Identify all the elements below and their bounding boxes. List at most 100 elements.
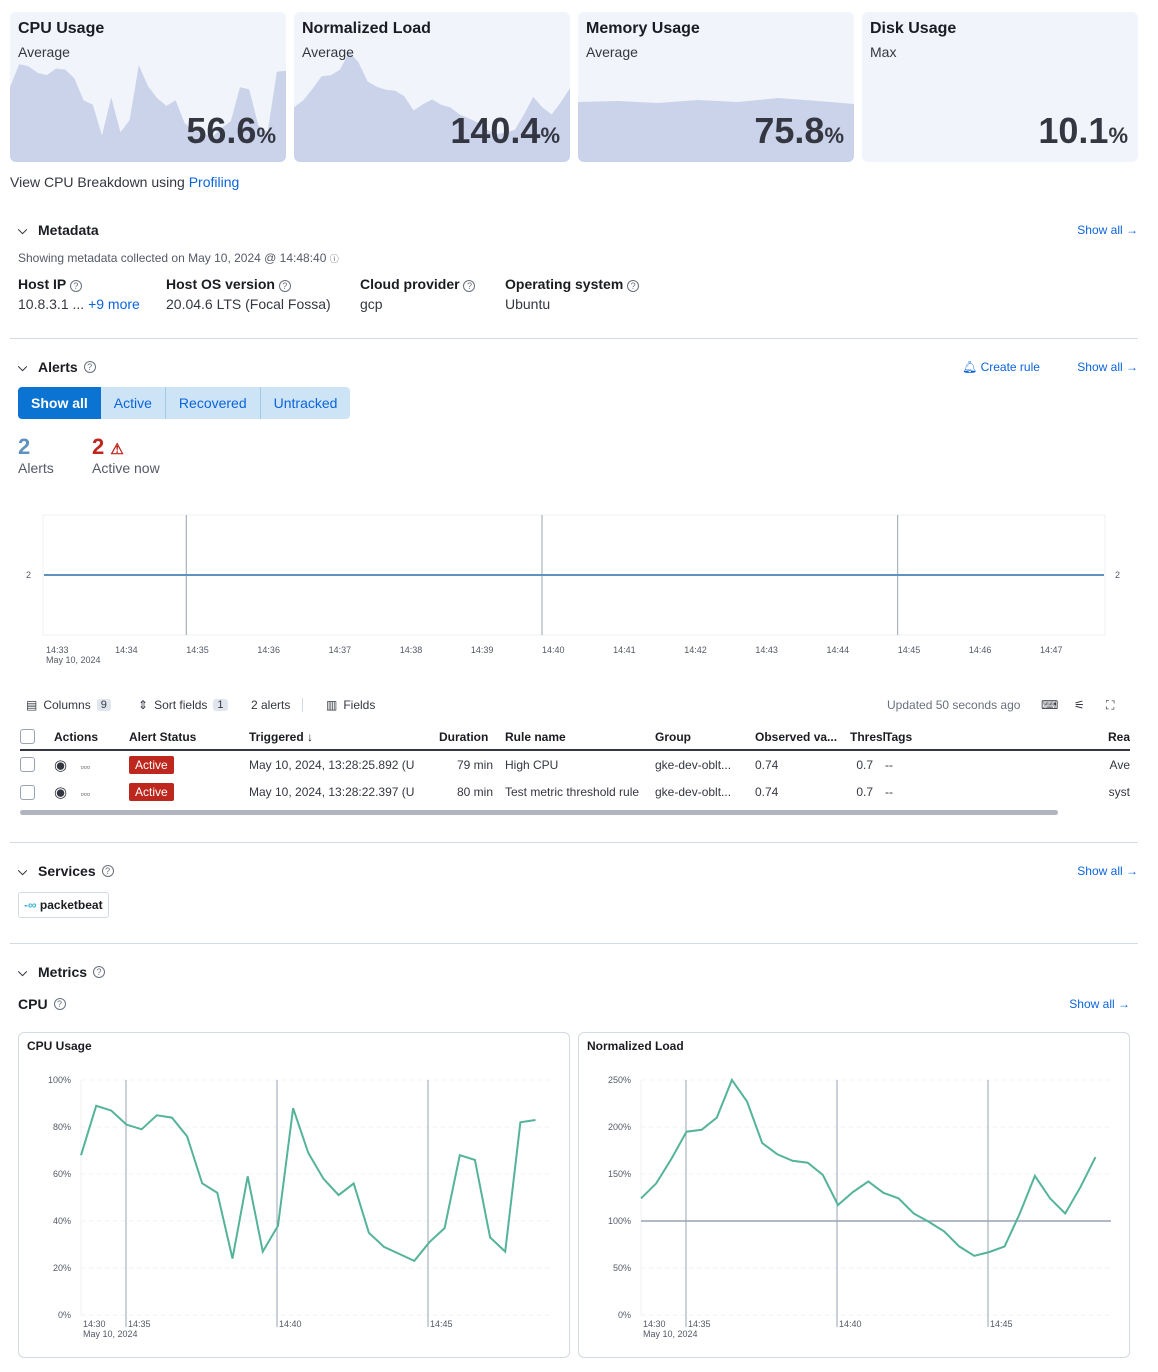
x-tick-label: 14:35 (128, 1319, 151, 1329)
y-tick-label: 60% (53, 1169, 71, 1179)
columns-button[interactable]: ▤ Columns 9 (26, 698, 111, 712)
row-checkbox[interactable] (20, 784, 35, 800)
clock-icon: ⓘ (329, 254, 339, 264)
alerts-show-all[interactable]: Show all → (1077, 360, 1138, 374)
col-observed[interactable]: Observed va... (755, 724, 850, 751)
profiling-link[interactable]: Profiling (188, 174, 240, 190)
rule-name: Test metric threshold rule (505, 785, 640, 799)
x-tick: 14:46 (969, 645, 992, 655)
fullscreen-button[interactable]: ⛶ (1106, 698, 1115, 712)
tags: -- (885, 785, 893, 799)
alerts-active: 2 ⚠ Active now (92, 434, 160, 476)
group: gke-dev-oblt... (655, 785, 732, 799)
x-tick-label: 14:40 (279, 1319, 302, 1329)
filter-show-all[interactable]: Show all (18, 387, 101, 419)
kpi-normalized-load: Normalized Load Average 140.4% (294, 12, 570, 162)
more-actions-icon[interactable]: ▫▫▫ (80, 761, 91, 772)
panel-title: CPU Usage (27, 1039, 92, 1053)
x-tick: 14:33 (46, 645, 69, 655)
help-icon: ? (101, 865, 114, 877)
x-tick: 14:41 (613, 645, 636, 655)
x-tick: 14:40 (542, 645, 565, 655)
kpi-memory-usage: Memory Usage Average 75.8% (578, 12, 854, 162)
keyboard-shortcuts-button[interactable]: ⌨ (1041, 698, 1059, 712)
col-tags[interactable]: Tags (885, 724, 980, 751)
filter-active[interactable]: Active (100, 387, 165, 419)
kpi-value: 10.1% (1038, 110, 1128, 151)
y-tick-label: 0% (618, 1310, 631, 1320)
create-rule-button[interactable]: 🔔︎ Create rule (962, 360, 1040, 374)
col-group[interactable]: Group (655, 724, 755, 751)
x-tick: 14:39 (471, 645, 494, 655)
y-tick-label: 150% (608, 1169, 631, 1179)
sparkline (578, 98, 854, 162)
table-icon: ▤ (26, 698, 38, 712)
col-duration[interactable]: Duration (439, 724, 505, 751)
alerts-table: Actions Alert Status Triggered ↓ Duratio… (20, 724, 1130, 806)
alerts-timeline-chart: 2 2 14:33 14:34 14:35 14:36 14:37 14:38 14:39 14:… (26, 514, 1120, 665)
horizontal-scrollbar[interactable] (20, 810, 1058, 815)
metadata-toggle[interactable]: ⌵ Metadata (18, 222, 99, 238)
help-icon: ? (93, 966, 106, 978)
filter-recovered[interactable]: Recovered (164, 387, 260, 419)
col-actions[interactable]: Actions (54, 724, 129, 751)
meta-cloud-provider: Cloud provider ? gcp (360, 276, 476, 312)
help-icon: ? (463, 280, 476, 292)
more-ips-link[interactable]: +9 more (88, 296, 140, 312)
select-all-checkbox[interactable] (20, 729, 35, 745)
metrics-show-all[interactable]: Show all → (1069, 997, 1130, 1011)
cpu-usage-panel: 0% 20% 40% 60% 80% 100% 14:30 14:35 14:40 14:45 Ma… (18, 1032, 570, 1358)
y-tick-label: 200% (608, 1122, 631, 1132)
duration: 80 min (456, 785, 493, 799)
x-date-label: May 10, 2024 (643, 1329, 698, 1339)
col-rule-name[interactable]: Rule name (505, 724, 655, 751)
kpi-title: CPU Usage (18, 20, 105, 37)
table-row[interactable]: ◉ ▫▫▫ Active May 10, 2024, 13:28:25.892 … (20, 750, 1130, 778)
x-tick-label: 14:30 (643, 1319, 666, 1329)
sort-fields-button[interactable]: ⇕ Sort fields 1 (138, 698, 228, 712)
plot-area (42, 514, 1106, 636)
x-date: May 10, 2024 (46, 655, 101, 665)
kpi-subtitle: Average (586, 44, 638, 60)
col-threshold[interactable]: Threshold (850, 724, 885, 751)
alerts-toggle[interactable]: ⌵ Alerts? (18, 359, 96, 375)
services-show-all[interactable]: Show all → (1077, 864, 1138, 878)
col-reason[interactable]: Rea (980, 724, 1130, 751)
view-details-icon[interactable]: ◉ (54, 756, 68, 774)
chevron-down-icon: ⌵ (18, 863, 28, 878)
triggered: May 10, 2024, 13:28:25.892 (U (249, 757, 415, 772)
col-triggered[interactable]: Triggered ↓ (249, 724, 439, 751)
x-date-label: May 10, 2024 (83, 1329, 138, 1339)
more-actions-icon[interactable]: ▫▫▫ (80, 789, 91, 799)
metadata-show-all[interactable]: Show all → (1077, 223, 1138, 237)
x-tick: 14:37 (329, 645, 352, 655)
y-tick-right: 2 (1115, 570, 1120, 580)
normalized-load-panel: 0% 50% 100% 150% 200% 250% 14:30 14:35 14:40 14:4… (578, 1032, 1130, 1358)
display-settings-button[interactable]: ⚟ (1074, 698, 1085, 712)
services-toggle[interactable]: ⌵ Services? (18, 863, 114, 879)
kpi-title: Memory Usage (586, 20, 700, 37)
chevron-down-icon: ⌵ (18, 964, 28, 979)
fields-button[interactable]: ▥ Fields (326, 698, 376, 712)
service-icon: -∞ (24, 898, 37, 912)
col-alert-status[interactable]: Alert Status (129, 724, 249, 751)
y-tick-label: 0% (58, 1310, 71, 1320)
threshold: 0.7 (856, 785, 873, 799)
metrics-toggle[interactable]: ⌵ Metrics? (18, 964, 106, 980)
row-checkbox[interactable] (20, 757, 35, 773)
x-tick: 14:47 (1040, 645, 1063, 655)
y-tick: 2 (26, 570, 31, 580)
table-row[interactable]: ◉ ▫▫▫ Active May 10, 2024, 13:28:22.397 … (20, 778, 1130, 806)
bell-icon: 🔔︎ (962, 360, 978, 374)
kpi-disk-usage: Disk Usage Max 10.1% (862, 12, 1138, 162)
y-tick-label: 100% (608, 1216, 631, 1226)
x-tick-label: 14:40 (839, 1319, 862, 1329)
view-details-icon[interactable]: ◉ (54, 784, 68, 801)
help-icon: ? (278, 280, 291, 292)
kpi-value: 75.8% (754, 110, 844, 151)
kpi-title: Disk Usage (870, 20, 957, 37)
kpi-cpu-usage: CPU Usage Average 56.6% (10, 12, 286, 162)
filter-untracked[interactable]: Untracked (259, 387, 351, 419)
service-packetbeat[interactable]: -∞ packetbeat (18, 892, 109, 918)
help-icon: ? (53, 998, 66, 1010)
